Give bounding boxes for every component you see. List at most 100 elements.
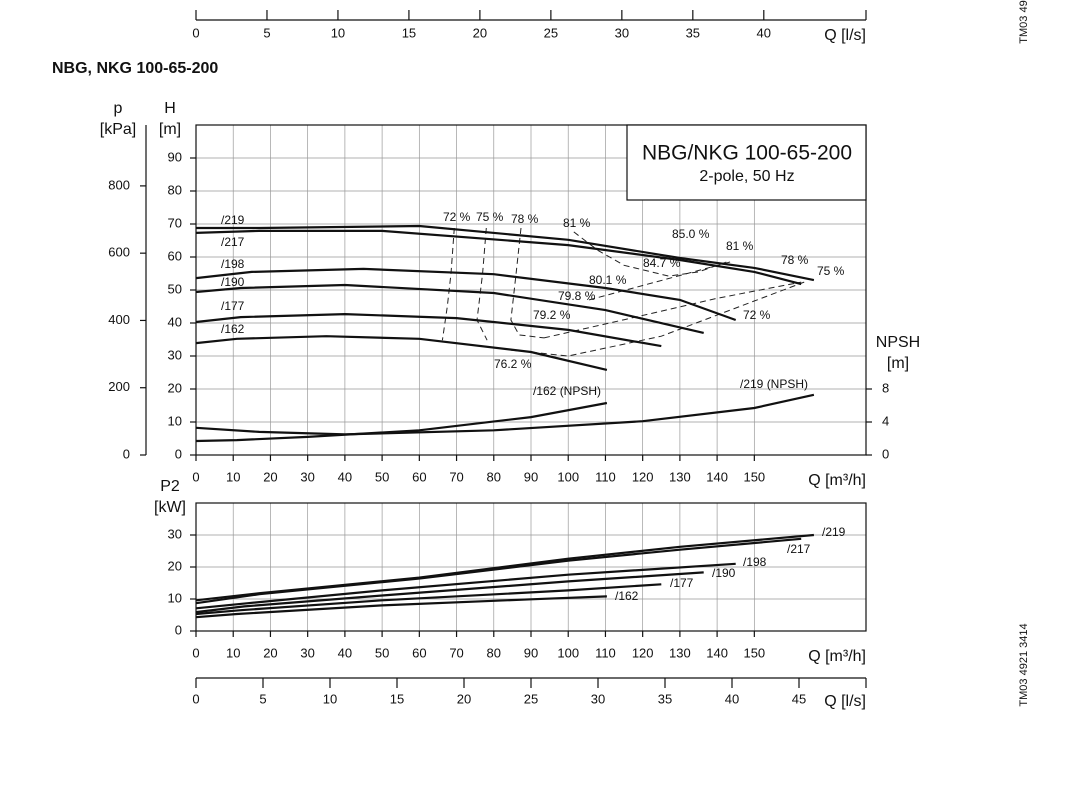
efficiency-curve [510, 281, 805, 357]
x-tick-label: 0 [192, 469, 199, 484]
curve-label: /177 [221, 299, 245, 313]
x-tick-label: 140 [706, 645, 728, 660]
curve-label: /198 [221, 257, 245, 271]
p-tick-label: 600 [108, 245, 130, 260]
curve [195, 267, 737, 322]
x-tick-label: 15 [402, 25, 416, 40]
y-tick-label: 10 [168, 590, 182, 605]
curve [195, 533, 814, 602]
efficiency-label: 72 % [743, 308, 771, 322]
x-axis-label: Q [l/s] [824, 27, 866, 44]
x-tick-label: 80 [487, 469, 501, 484]
curve-label: /190 [221, 275, 245, 289]
x-tick-label: 25 [544, 25, 558, 40]
x-tick-label: 50 [375, 645, 389, 660]
x-tick-label: 0 [192, 691, 199, 706]
efficiency-label: 75 % [817, 264, 845, 278]
y-axis-label: P2 [160, 478, 180, 495]
curve [195, 283, 704, 334]
drawing-number: TM03 4921 3414 [1018, 623, 1030, 706]
curve-label: /162 [221, 322, 245, 336]
y-axis-label: H [164, 100, 176, 117]
x-tick-label: 40 [338, 645, 352, 660]
x-tick-label: 30 [615, 25, 629, 40]
x-tick-label: 150 [743, 469, 765, 484]
curve [195, 229, 802, 286]
x-tick-label: 35 [658, 691, 672, 706]
efficiency-label: 79.2 % [533, 308, 571, 322]
x-tick-label: 10 [226, 645, 240, 660]
x-tick-label: 5 [259, 691, 266, 706]
x-tick-label: 0 [192, 645, 199, 660]
x-tick-label: 80 [487, 645, 501, 660]
p-tick-label: 200 [108, 379, 130, 394]
x-axis-label: Q [m³/h] [808, 472, 866, 489]
x-tick-label: 30 [300, 469, 314, 484]
p-tick-label: 0 [123, 446, 130, 461]
x-tick-label: 30 [300, 645, 314, 660]
efficiency-label: 72 % [443, 210, 471, 224]
y-tick-label: 40 [168, 314, 182, 329]
efficiency-label: 76.2 % [494, 357, 532, 371]
efficiency-curve [510, 227, 545, 339]
x-tick-label: 20 [457, 691, 471, 706]
efficiency-label: 78 % [511, 212, 539, 226]
efficiency-label: 75 % [476, 210, 504, 224]
info-title: NBG/NKG 100-65-200 [642, 142, 852, 165]
y-tick-label: 20 [168, 558, 182, 573]
x-tick-label: 130 [669, 469, 691, 484]
y-tick-label: 30 [168, 526, 182, 541]
curve [195, 312, 662, 348]
x-tick-label: 110 [595, 645, 616, 660]
curve [195, 537, 802, 605]
x-tick-label: 60 [412, 645, 426, 660]
y-axis-label: [kW] [154, 499, 186, 516]
x-tick-label: 10 [226, 469, 240, 484]
y-axis-label: [m] [159, 121, 181, 138]
curve-label: /219 (NPSH) [740, 377, 808, 391]
x-tick-label: 10 [323, 691, 337, 706]
curve [195, 562, 736, 610]
efficiency-curve [476, 227, 488, 341]
x-tick-label: 50 [375, 469, 389, 484]
x-tick-label: 70 [449, 469, 463, 484]
drawing-number: TM03 49 [1018, 0, 1030, 43]
curve [195, 335, 608, 371]
x-tick-label: 40 [757, 25, 771, 40]
y-tick-label: 10 [168, 413, 182, 428]
efficiency-label: 79.8 % [558, 289, 596, 303]
curve-label: /162 [615, 589, 639, 603]
x-tick-label: 90 [524, 469, 538, 484]
curve [195, 571, 704, 614]
curve-label: /177 [670, 576, 694, 590]
curve-label: /162 (NPSH) [533, 384, 601, 398]
efficiency-label: 78 % [781, 253, 809, 267]
p-tick-label: 400 [108, 312, 130, 327]
x-tick-label: 45 [792, 691, 806, 706]
info-box [626, 124, 867, 201]
y-tick-label: 0 [175, 622, 182, 637]
efficiency-label: 81 % [563, 216, 591, 230]
curve-label: /217 [787, 542, 811, 556]
efficiency-curve [573, 231, 727, 277]
y-tick-label: 80 [168, 182, 182, 197]
npsh-axis-label: NPSH [876, 334, 920, 351]
npsh-tick-label: 8 [882, 380, 889, 395]
p-tick-label: 800 [108, 177, 130, 192]
efficiency-curve [588, 261, 731, 301]
npsh-axis-label: [m] [887, 355, 909, 372]
curve [196, 224, 815, 282]
x-tick-label: 90 [524, 645, 538, 660]
x-axis-label: Q [m³/h] [808, 648, 866, 665]
x-tick-label: 110 [595, 469, 616, 484]
x-tick-label: 35 [686, 25, 700, 40]
x-tick-label: 120 [632, 645, 654, 660]
x-tick-label: 70 [449, 645, 463, 660]
curve-label: /219 [221, 213, 245, 227]
efficiency-curve [543, 281, 802, 339]
x-tick-label: 40 [338, 469, 352, 484]
efficiency-curve [441, 227, 455, 341]
curve-label: /190 [712, 566, 736, 580]
x-tick-label: 100 [557, 469, 579, 484]
